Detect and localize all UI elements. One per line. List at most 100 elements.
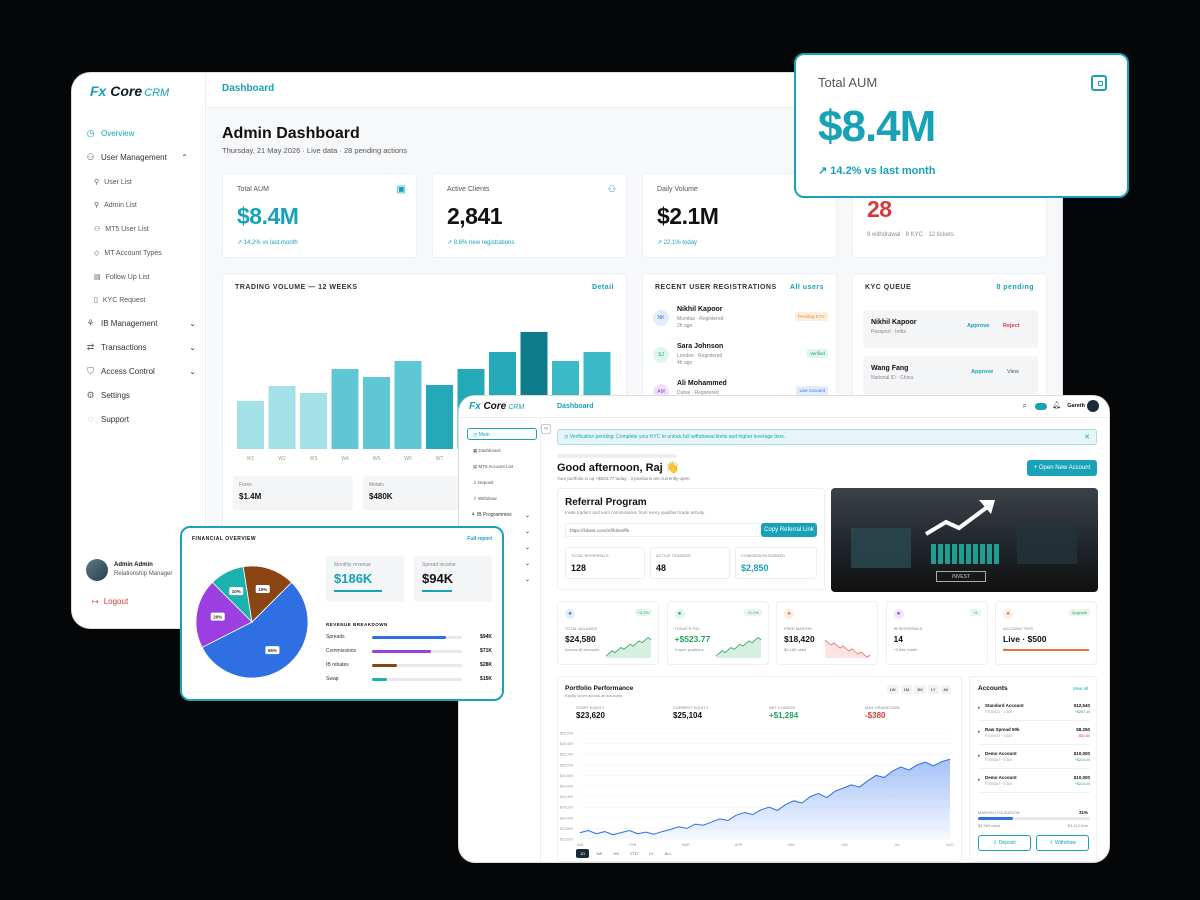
tile-sub: 3 open positions bbox=[674, 647, 704, 652]
avatar[interactable] bbox=[1087, 400, 1099, 412]
volume-bar bbox=[394, 361, 422, 449]
timeframe-tab[interactable]: 1D bbox=[576, 849, 590, 858]
users-icon: ⚇ bbox=[607, 184, 616, 194]
nav-mt5-accounts[interactable]: ▤ MT5 Account List bbox=[473, 464, 514, 469]
approve-button[interactable]: Approve bbox=[967, 323, 990, 329]
chevron-down-icon: ⌄ bbox=[189, 367, 196, 376]
kyc-name: Wang Fang bbox=[871, 365, 909, 372]
referral-link-field[interactable]: https://fxbest.com/ref/fdmn/ffe bbox=[565, 523, 763, 537]
x-tick-label: MAY bbox=[788, 843, 796, 847]
registration-row[interactable]: SJ Sara Johnson London · Registered 4h a… bbox=[653, 343, 828, 377]
y-tick-label: $24,000 bbox=[560, 816, 573, 820]
full-report-link[interactable]: Full report bbox=[467, 536, 492, 542]
range-1y[interactable]: 1Y bbox=[927, 685, 939, 694]
nav-main[interactable]: ◷ Main bbox=[467, 428, 537, 440]
range-all[interactable]: All bbox=[940, 685, 951, 694]
logout-button[interactable]: ↦ Logout bbox=[92, 597, 129, 606]
nav-ib-management[interactable]: ⚘ IB Management ⌄ bbox=[86, 318, 196, 329]
banner-text: Verification pending: Complete your KYC … bbox=[569, 434, 786, 440]
detail-link[interactable]: Detail bbox=[591, 284, 614, 291]
breakdown-bar-fill bbox=[372, 678, 388, 681]
kyc-meta: National ID · China bbox=[871, 375, 914, 381]
deposit-button[interactable]: ⇩ Deposit bbox=[978, 835, 1031, 851]
range-1m[interactable]: 1M bbox=[900, 685, 913, 694]
nav-sub-admin-list[interactable]: ⚲ Admin List bbox=[94, 201, 137, 210]
nav-sub-mt5-user-list[interactable]: ⚇ MT5 User List bbox=[94, 225, 149, 234]
referral-stat: TOTAL REFERRALS 128 bbox=[565, 547, 645, 579]
status-badge: Pending KYC bbox=[794, 312, 828, 321]
volume-bar bbox=[426, 385, 453, 449]
sparkline-area bbox=[825, 640, 870, 658]
nav-support[interactable]: ◌ Support bbox=[87, 414, 130, 425]
summary-tiles: ● +3.2% TOTAL BALANCE $24,580 Across all acc… bbox=[557, 601, 1097, 665]
equity-area bbox=[580, 759, 950, 839]
reg-time: 2h ago bbox=[677, 323, 693, 329]
range-1w[interactable]: 1W bbox=[886, 685, 899, 694]
sparkline-line bbox=[715, 637, 761, 657]
tile-icon: ● bbox=[565, 609, 575, 619]
account-row[interactable]: ▸ Standard Account FTO0421 · 1:100 $12,540 +… bbox=[978, 701, 1090, 721]
nav-user-management[interactable]: ⚇ User Management ⌃ bbox=[86, 152, 188, 163]
nav-access-control[interactable]: ⛉ Access Control ⌄ bbox=[87, 366, 196, 377]
registration-row[interactable]: NK Nikhil Kapoor Mumbai · Registered 2h … bbox=[653, 306, 828, 340]
nav-settings[interactable]: ⚙ Settings bbox=[86, 390, 130, 401]
logo: Fx Core CRM bbox=[90, 83, 170, 99]
stat-value: $25,104 bbox=[673, 711, 702, 720]
reject-button[interactable]: Reject bbox=[1003, 323, 1020, 329]
timeframe-tab[interactable]: ALL bbox=[664, 851, 672, 856]
nav-withdraw[interactable]: ⇧ Withdraw bbox=[473, 496, 497, 501]
breakdown-value: $28K bbox=[480, 662, 492, 668]
nav-dashboard[interactable]: ▦ Dashboard bbox=[473, 448, 501, 453]
status-badge: Verified bbox=[806, 349, 828, 358]
kpi-value: $8.4M bbox=[237, 203, 299, 229]
theme-toggle[interactable] bbox=[1035, 403, 1047, 410]
nav-transactions[interactable]: ⇄ Transactions ⌄ bbox=[86, 342, 196, 353]
timeframe-tab[interactable]: 1Y bbox=[648, 851, 654, 856]
topbar-title: Dashboard bbox=[557, 403, 594, 410]
search-icon[interactable]: ⌕ bbox=[1022, 401, 1027, 410]
copy-referral-button[interactable]: Copy Referral Link bbox=[761, 523, 817, 537]
nav-ib-programmes[interactable]: ⚘ IB Programmes bbox=[471, 512, 512, 518]
stat-label: COMMISSION EARNED bbox=[741, 553, 786, 558]
close-icon[interactable]: ✕ bbox=[1084, 434, 1090, 441]
nav-sub-user-list[interactable]: ⚲ User List bbox=[94, 178, 132, 187]
summary-tile: ● +3.2% TOTAL BALANCE $24,580 Across all acc… bbox=[557, 601, 659, 665]
timeframe-tab[interactable]: 1W bbox=[596, 851, 603, 856]
account-balance: $12,540 bbox=[1073, 703, 1090, 708]
aum-value: $8.4M bbox=[818, 102, 936, 151]
nav-sub-mt-account-types[interactable]: ◇ MT Account Types bbox=[94, 249, 162, 258]
nav-sub-kyc-request[interactable]: ▯ KYC Request bbox=[94, 296, 146, 305]
shield-icon: ⛉ bbox=[87, 366, 94, 376]
kyc-meta: Passport · India bbox=[871, 329, 907, 335]
summary-tile: ● FREE MARGIN $18,420 $6,160 used bbox=[776, 601, 878, 665]
account-id: FTO0347 · 1:100 bbox=[985, 782, 1013, 786]
avatar[interactable] bbox=[86, 559, 108, 581]
monthly-revenue-stat: Monthly revenue $186K bbox=[326, 556, 404, 602]
range-3m[interactable]: 3M bbox=[914, 685, 926, 694]
invest-button[interactable]: INVEST bbox=[936, 571, 986, 582]
account-chevron-icon: ▸ bbox=[978, 777, 981, 783]
kpi-change: 8 withdrawal · 8 KYC · 12 tickets bbox=[867, 232, 954, 238]
nav-deposit[interactable]: ⇩ Deposit bbox=[473, 480, 494, 485]
nav-overview[interactable]: ◷ Overview bbox=[86, 128, 135, 139]
view-button[interactable]: View bbox=[1007, 369, 1019, 375]
nav-sub-follow-up-list[interactable]: ▤ Follow Up List bbox=[94, 273, 150, 282]
tile-badge: Upgrade bbox=[1068, 609, 1090, 616]
pie-label: 20% bbox=[213, 614, 222, 619]
timeframe-tab[interactable]: 1M bbox=[613, 851, 619, 856]
user-name[interactable]: Gareth bbox=[1067, 403, 1085, 409]
timeframe-tab[interactable]: YTD bbox=[629, 851, 638, 856]
account-row[interactable]: ▸ Demo Account FTO0347 · 1:100 $10,000 +$214… bbox=[978, 749, 1090, 769]
greeting-sub: Your portfolio is up +$523.77 today · 3 … bbox=[557, 476, 690, 481]
referral-stat: ACTIVE TRADERS 48 bbox=[650, 547, 730, 579]
account-row[interactable]: ▸ Demo Account FTO0347 · 1:100 $10,000 +$214… bbox=[978, 773, 1090, 793]
x-tick-label: APR bbox=[735, 843, 743, 847]
withdraw-button[interactable]: ⇧ Withdraw bbox=[1036, 835, 1089, 851]
view-all-link[interactable]: View all bbox=[1072, 686, 1088, 691]
account-row[interactable]: ▸ Raw Spread 50k FTO0472 · 1:200 $8,250 -$52… bbox=[978, 725, 1090, 745]
bell-icon[interactable]: 🔔︎ bbox=[1052, 402, 1061, 409]
approve-button[interactable]: Approve bbox=[971, 369, 994, 375]
all-users-link[interactable]: All users bbox=[789, 284, 824, 291]
collapse-sidebar-button[interactable]: ‹› bbox=[541, 424, 551, 434]
open-new-account-button[interactable]: + Open New Account bbox=[1027, 460, 1097, 476]
